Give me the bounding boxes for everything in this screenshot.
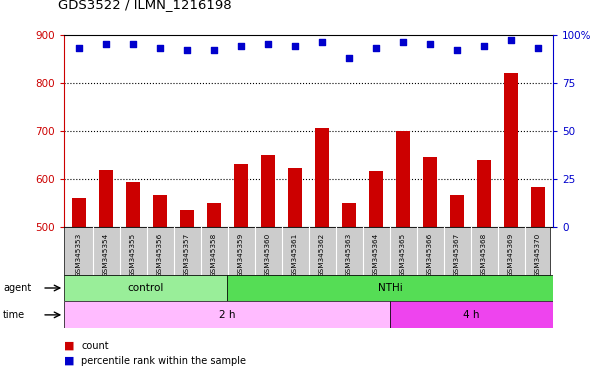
Point: [479, 43, 489, 49]
Text: GSM345354: GSM345354: [103, 232, 109, 276]
Text: GSM345368: GSM345368: [481, 232, 487, 276]
Bar: [288, 168, 302, 227]
Text: GSM345356: GSM345356: [157, 232, 163, 276]
Bar: [262, 155, 275, 227]
Text: GSM345364: GSM345364: [373, 232, 379, 276]
Text: GSM345361: GSM345361: [292, 232, 298, 276]
Text: 4 h: 4 h: [463, 310, 480, 320]
Text: count: count: [81, 341, 109, 351]
Point: [344, 55, 354, 61]
Text: GDS3522 / ILMN_1216198: GDS3522 / ILMN_1216198: [58, 0, 232, 12]
Bar: [227, 275, 553, 301]
Text: time: time: [3, 310, 25, 320]
Point: [263, 41, 273, 47]
Point: [182, 47, 192, 53]
Bar: [126, 182, 140, 227]
Point: [398, 39, 408, 45]
Text: agent: agent: [3, 283, 31, 293]
Text: GSM345362: GSM345362: [319, 232, 325, 276]
Text: GSM345369: GSM345369: [508, 232, 514, 276]
Text: GSM345357: GSM345357: [184, 232, 190, 276]
Text: 2 h: 2 h: [219, 310, 235, 320]
Bar: [99, 170, 113, 227]
Text: GSM345367: GSM345367: [454, 232, 460, 276]
Bar: [450, 195, 464, 227]
Bar: [207, 203, 221, 227]
Text: GSM345353: GSM345353: [76, 232, 82, 276]
Bar: [369, 171, 383, 227]
Bar: [234, 164, 248, 227]
Text: GSM345355: GSM345355: [130, 232, 136, 276]
Text: ■: ■: [64, 356, 75, 366]
Bar: [390, 301, 553, 328]
Text: GSM345360: GSM345360: [265, 232, 271, 276]
Text: NTHi: NTHi: [378, 283, 403, 293]
Bar: [64, 301, 390, 328]
Point: [317, 39, 327, 45]
Bar: [153, 195, 167, 227]
Text: percentile rank within the sample: percentile rank within the sample: [81, 356, 246, 366]
Text: ■: ■: [64, 341, 75, 351]
Point: [74, 45, 84, 51]
Bar: [64, 275, 227, 301]
Text: control: control: [128, 283, 164, 293]
Point: [236, 43, 246, 49]
Bar: [180, 210, 194, 227]
Bar: [72, 198, 86, 227]
Point: [155, 45, 165, 51]
Point: [452, 47, 462, 53]
Bar: [532, 187, 545, 227]
Point: [101, 41, 111, 47]
Text: GSM345366: GSM345366: [427, 232, 433, 276]
Point: [290, 43, 300, 49]
Text: GSM345359: GSM345359: [238, 232, 244, 276]
Point: [209, 47, 219, 53]
Bar: [423, 157, 437, 227]
Point: [506, 37, 516, 43]
Bar: [504, 73, 518, 227]
Point: [128, 41, 138, 47]
Bar: [342, 203, 356, 227]
Text: GSM345370: GSM345370: [535, 232, 541, 276]
Point: [425, 41, 435, 47]
Bar: [315, 128, 329, 227]
Text: GSM345363: GSM345363: [346, 232, 352, 276]
Bar: [397, 131, 410, 227]
Text: GSM345358: GSM345358: [211, 232, 217, 276]
Point: [371, 45, 381, 51]
Text: GSM345365: GSM345365: [400, 232, 406, 276]
Point: [533, 45, 543, 51]
Bar: [477, 161, 491, 227]
